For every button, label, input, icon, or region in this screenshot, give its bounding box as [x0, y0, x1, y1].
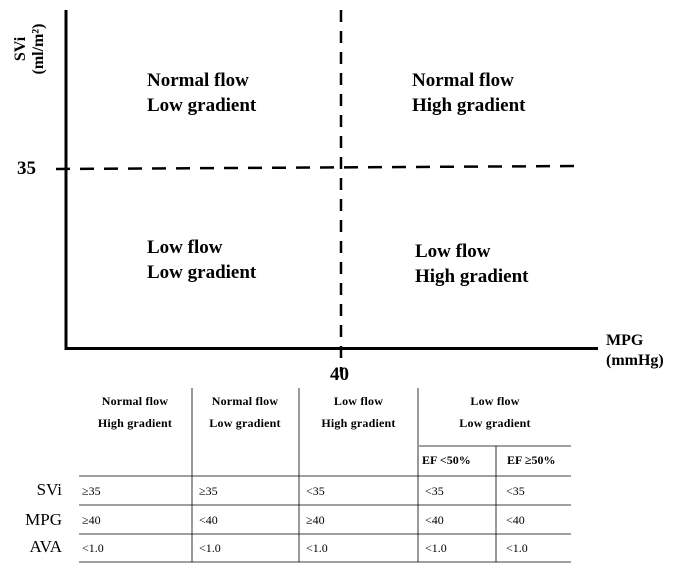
y-threshold-label: 35 [17, 158, 36, 179]
subheader-ef-below-50: EF <50% [422, 453, 471, 467]
quadrant-top-left-label: Normal flow Low gradient [147, 68, 256, 118]
row-label-ava: AVA [29, 537, 62, 556]
header-line2: Low gradient [459, 416, 531, 430]
horizontal-threshold-line [55, 164, 583, 171]
table-cell: <40 [425, 513, 444, 527]
quadrant-top-right-line2: High gradient [412, 95, 526, 116]
header-line1: Low flow [470, 394, 520, 408]
quadrant-top-left-line2: Low gradient [147, 95, 257, 116]
table-cell: <40 [199, 513, 218, 527]
header-line1: Low flow [333, 394, 384, 408]
subheader-ef-above-50: EF ≥50% [507, 453, 556, 467]
table-cell: <35 [506, 484, 525, 498]
header-line2: High gradient [321, 416, 396, 430]
quadrant-bottom-right-line2: High gradient [415, 266, 529, 287]
table-cell: <1.0 [425, 541, 447, 555]
table-cell: ≥35 [199, 484, 218, 498]
criteria-table: Normal flow High gradient Normal flow Lo… [0, 386, 676, 564]
quadrant-top-right-line1: Normal flow [412, 70, 514, 91]
quadrant-bottom-right-label: Low flow High gradient [415, 239, 528, 289]
table-header-low-flow-low-gradient: Low flow Low gradient [419, 390, 571, 434]
table-cell: <1.0 [506, 541, 528, 555]
header-line1: Normal flow [211, 394, 279, 408]
quadrant-top-left-line1: Normal flow [147, 70, 249, 91]
x-axis-title-line1: MPG [606, 332, 644, 349]
x-threshold-label: 40 [330, 364, 349, 385]
y-axis-title: SVi (ml/m²) [0, 14, 60, 84]
table-cell: ≥40 [82, 513, 101, 527]
table-grid-lines [79, 388, 571, 563]
row-label-mpg: MPG [25, 510, 62, 529]
table-cell: <1.0 [82, 541, 104, 555]
table-cell: <35 [425, 484, 444, 498]
table-cell: <1.0 [199, 541, 221, 555]
header-line2: Low gradient [209, 416, 281, 430]
table-cell: <35 [306, 484, 325, 498]
quadrant-bottom-left-line2: Low gradient [147, 262, 257, 283]
table-header-normal-flow-high-gradient: Normal flow High gradient [80, 390, 190, 434]
quadrant-bottom-right-line1: Low flow [415, 241, 491, 262]
x-axis-title-line2: (mmHg) [606, 352, 664, 369]
y-axis-title-line1: SVi [12, 36, 29, 62]
table-header-low-flow-high-gradient: Low flow High gradient [300, 390, 417, 434]
header-line1: Normal flow [101, 394, 169, 408]
y-axis-title-line2: (ml/m²) [30, 23, 47, 75]
row-label-svi: SVi [36, 480, 62, 499]
quadrant-bottom-left-label: Low flow Low gradient [147, 235, 256, 285]
quadrant-top-right-label: Normal flow High gradient [412, 68, 525, 118]
table-cell: ≥35 [82, 484, 101, 498]
table-cell: <1.0 [306, 541, 328, 555]
quadrant-diagram [55, 10, 598, 372]
table-header-normal-flow-low-gradient: Normal flow Low gradient [193, 390, 297, 434]
table-cell: ≥40 [306, 513, 325, 527]
table-cell: <40 [506, 513, 525, 527]
x-axis-title: MPG (mmHg) [606, 331, 664, 371]
header-line2: High gradient [97, 416, 173, 430]
quadrant-bottom-left-line1: Low flow [147, 237, 223, 258]
